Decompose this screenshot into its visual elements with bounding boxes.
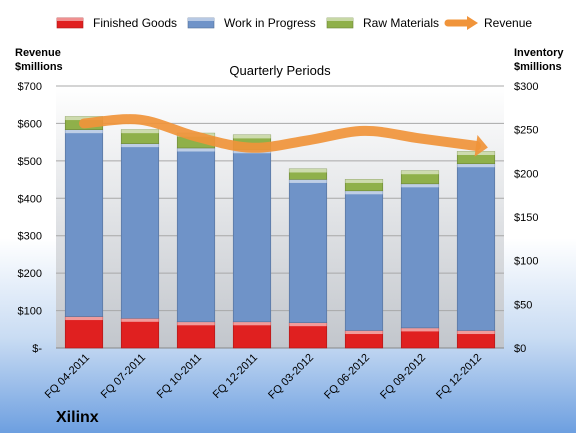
legend: Finished Goods Work in Progress Raw Materi… <box>56 16 532 30</box>
right-tick-label: $200 <box>514 168 538 180</box>
legend-work-in-progress-swatch-highlight <box>188 18 214 21</box>
work-in-progress-bar <box>64 129 104 317</box>
raw-materials-bar-highlight <box>289 168 327 173</box>
work-in-progress-bar-highlight <box>345 190 383 195</box>
revenue-line-layer <box>79 114 488 157</box>
right-tick-label: $300 <box>514 81 538 93</box>
right-tick-label: $0 <box>514 343 526 355</box>
finished-goods-bar <box>176 321 216 349</box>
work-in-progress-bar-highlight <box>65 129 103 134</box>
work-in-progress-bar-highlight <box>457 163 495 168</box>
finished-goods-bar <box>232 321 272 349</box>
left-tick-label: $200 <box>18 268 42 280</box>
finished-goods-bar-highlight <box>65 316 103 321</box>
right-tick-label: $100 <box>514 256 538 268</box>
left-axis-title-line2: $millions <box>15 61 63 73</box>
work-in-progress-bar <box>176 147 216 323</box>
work-in-progress-bar <box>400 183 440 329</box>
finished-goods-bar-highlight <box>289 322 327 327</box>
work-in-progress-bar-highlight <box>401 183 439 188</box>
right-axis-title-line2: $millions <box>514 61 562 73</box>
right-axis-title-line1: Inventory <box>514 47 564 59</box>
chart-title: Quarterly Periods <box>229 63 331 78</box>
left-tick-label: $- <box>32 343 42 355</box>
raw-materials-bar-highlight <box>401 170 439 175</box>
finished-goods-bar <box>64 316 104 349</box>
left-tick-label: $300 <box>18 231 42 243</box>
left-tick-label: $700 <box>18 81 42 93</box>
right-tick-label: $250 <box>514 125 538 137</box>
work-in-progress-bar <box>344 190 384 331</box>
left-tick-label: $400 <box>18 193 42 205</box>
work-in-progress-bar <box>232 149 272 323</box>
right-tick-label: $150 <box>514 212 538 224</box>
left-tick-label: $100 <box>18 306 42 318</box>
revenue-arrowhead <box>474 134 488 157</box>
legend-revenue-label: Revenue <box>484 16 532 30</box>
finished-goods-bar-highlight <box>177 321 215 326</box>
finished-goods-bar <box>120 318 160 349</box>
finished-goods-bar-highlight <box>345 330 383 335</box>
bars <box>64 116 496 349</box>
finished-goods-bar <box>288 322 328 349</box>
finished-goods-bar-highlight <box>401 327 439 332</box>
legend-raw-materials-swatch-highlight <box>327 18 353 21</box>
finished-goods-bar-highlight <box>233 321 271 326</box>
legend-raw-materials-label: Raw Materials <box>363 16 439 30</box>
work-in-progress-bar-highlight <box>177 148 215 152</box>
work-in-progress-bar-highlight <box>121 143 159 148</box>
company-name: Xilinx <box>56 409 99 426</box>
legend-work-in-progress-label: Work in Progress <box>224 16 316 30</box>
finished-goods-bar-highlight <box>121 318 159 322</box>
left-tick-label: $500 <box>18 156 42 168</box>
legend-finished-goods-label: Finished Goods <box>93 16 177 30</box>
left-axis-title-line1: Revenue <box>15 47 61 59</box>
work-in-progress-bar-highlight <box>289 179 327 183</box>
raw-materials-bar-highlight <box>345 179 383 183</box>
left-tick-label: $600 <box>18 118 42 130</box>
work-in-progress-bar <box>456 163 496 331</box>
legend-revenue-arrow <box>467 16 478 30</box>
finished-goods-bar-highlight <box>457 330 495 335</box>
work-in-progress-bar <box>120 143 160 319</box>
work-in-progress-bar <box>288 179 328 323</box>
right-tick-label: $50 <box>514 299 532 311</box>
revenue-line <box>79 114 481 153</box>
raw-materials-bar-highlight <box>65 116 103 121</box>
legend-finished-goods-swatch-highlight <box>57 18 83 21</box>
raw-materials-bar-highlight <box>233 134 271 139</box>
raw-materials-bar-highlight <box>121 129 159 134</box>
